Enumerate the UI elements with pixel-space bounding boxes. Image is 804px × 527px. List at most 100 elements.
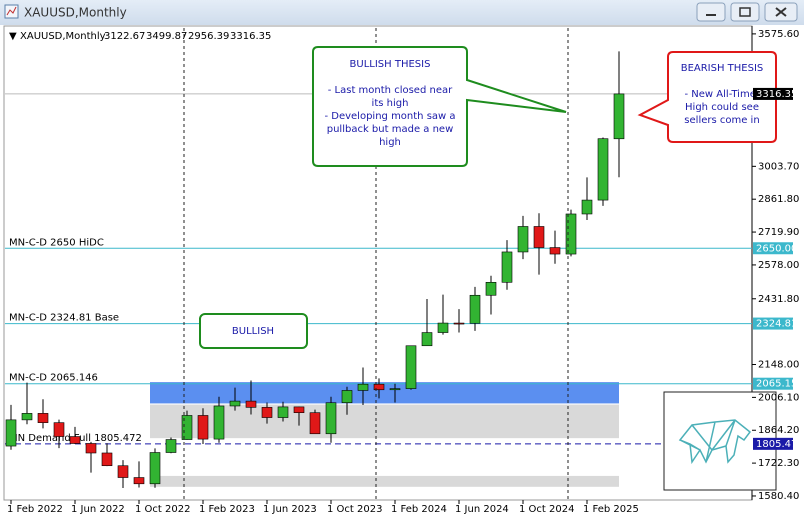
x-tick-label: 1 Feb 2024 [391,504,447,515]
level-label: MN-C-D 2650 HiDC [9,237,104,248]
bullish-thesis-callout [312,46,567,167]
annotation-title: BEARISH THESIS [681,63,764,74]
x-tick-label: 1 Jun 2023 [263,504,317,515]
level-label: MN-C-D 2065.146 [9,373,98,384]
y-tick-label: 2578.00 [758,260,799,271]
candle-body [101,452,113,467]
close-icon [775,7,787,17]
candle-body [197,415,209,440]
candle-body [21,413,33,421]
candle-body [517,226,529,253]
annotation-title: BULLISH [232,326,274,337]
y-tick-label: 2006.10 [758,392,799,403]
y-tick-label: 3003.70 [758,161,799,172]
candle-body [373,383,385,391]
annotation-line: High could see [685,102,759,113]
y-tick-label: 1580.40 [758,491,799,502]
candle-body [581,199,593,215]
header-high: 3499.87 [146,31,187,42]
level-price-tag-label: 2065.15 [756,379,797,390]
level-price-tag [753,317,793,330]
bullish-callout [199,313,308,349]
x-tick-label: 1 Oct 2022 [135,504,190,515]
annotation-line: - New All-Time- [685,89,760,100]
zone [150,382,619,404]
last-price-tag [753,87,793,100]
header-low: 2956.39 [188,31,229,42]
zone [150,475,619,487]
candle-body [277,406,289,418]
zone [150,404,619,439]
level-label: MN-C-D 2324.81 Base [9,313,119,324]
candle-body [37,413,49,423]
header-close: 3316.35 [230,31,271,42]
candle-body [85,443,97,454]
candle-body [437,322,449,333]
restore-icon [739,7,751,17]
candle-body [69,436,81,444]
candle-body [501,251,513,283]
annotation-line: - Last month closed near [328,85,453,96]
annotation-line: high [379,137,401,148]
annotation-title: BULLISH THESIS [350,59,431,70]
level-price-tag-label: 1805.47 [756,439,797,450]
x-tick-label: 1 Feb 2023 [199,504,255,515]
header-open: 3122.67 [104,31,145,42]
last-price-tag-label: 3316.35 [756,89,797,100]
candle-body [149,452,161,485]
y-tick-label: 1722.30 [758,458,799,469]
annotations: BULLISH THESIS - Last month closed near it… [199,46,777,349]
candle-body [421,332,433,347]
y-tick-label: 1864.20 [758,425,799,436]
window-buttons[interactable] [696,2,798,22]
candle-body [245,400,257,408]
candle-body [341,390,353,404]
x-tick-label: 1 Oct 2023 [327,504,382,515]
candle-body [357,383,369,391]
x-tick-label: 1 Oct 2024 [519,504,574,515]
x-tick-label: 1 Feb 2022 [7,504,63,515]
candle-body [453,322,465,325]
candle-body [549,247,561,255]
annotation-line: pullback but made a new [327,124,454,135]
level-price-tag [753,437,793,450]
window-title: XAUUSD,Monthly [24,6,127,20]
restore-button[interactable] [730,2,760,22]
candle-body [485,281,497,296]
candle-body [293,406,305,413]
annotation-line: - Developing month saw a [324,111,455,122]
level-price-tag [753,377,793,390]
plot: MN-C-D 2650 HiDC MN-C-D 2324.81 Base MN-C-… [5,51,752,488]
candle-body [133,477,145,485]
candle-body [117,465,129,478]
candle-body [53,422,65,437]
minimize-button[interactable] [696,2,726,22]
y-tick-label: 2431.80 [758,294,799,305]
x-tick-label: 1 Feb 2025 [583,504,639,515]
candle-body [533,226,545,248]
level-price-tag [753,242,793,255]
annotation-line: its high [372,98,409,109]
y-tick-label: 2861.80 [758,194,799,205]
header-arrow: ▼ [9,31,17,42]
annotation-line: sellers come in [684,115,759,126]
candle-body [213,405,225,440]
candle-body [229,400,241,407]
window-icon-line [6,6,17,16]
y-tick-label: 2148.00 [758,360,799,371]
candle-body [565,213,577,255]
candle-body [165,439,177,453]
level-price-tag-label: 2650.00 [756,243,797,254]
y-tick-label: 2719.90 [758,227,799,238]
candle-body [309,412,321,435]
candle-body [5,419,17,447]
candle-body [325,402,337,435]
level-price-tag-label: 2324.81 [756,319,797,330]
candle-body [261,407,273,418]
candle-body [613,93,625,140]
candle-body [469,294,481,324]
candle-body [181,415,193,440]
chart-title: XAUUSD,Monthly [20,31,106,42]
candle-body [405,345,417,389]
